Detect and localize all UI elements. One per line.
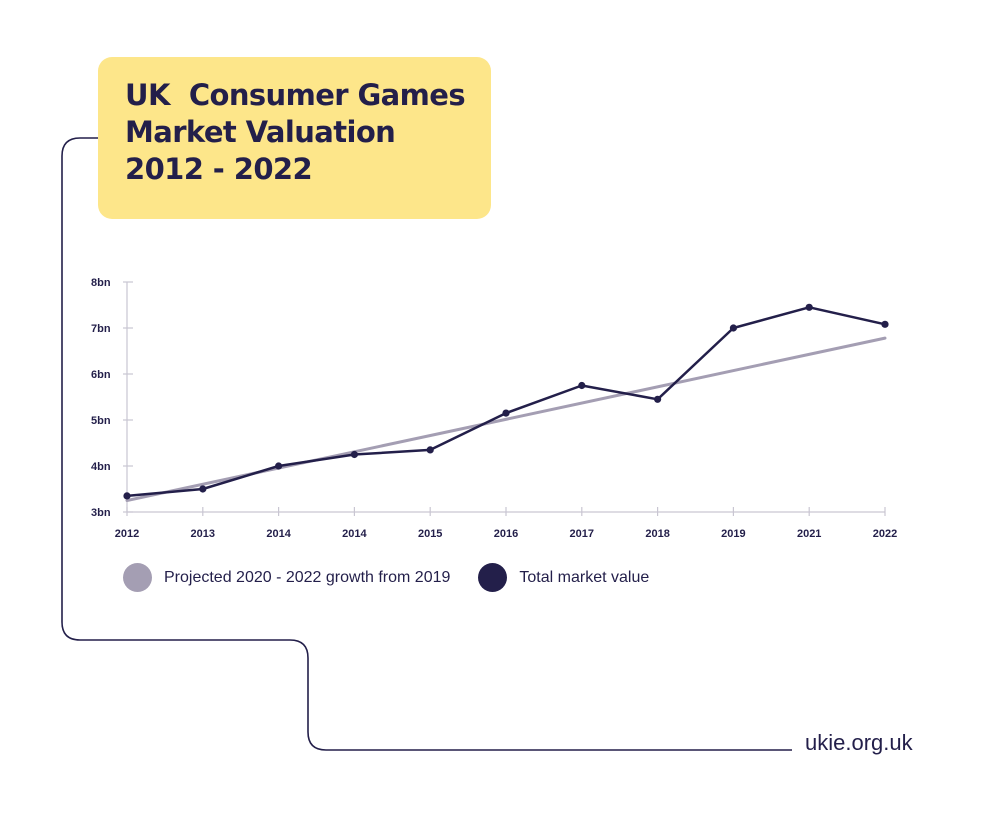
x-tick-label: 2013 (191, 528, 215, 540)
legend-swatch-projected (123, 563, 152, 592)
x-tick-label: 2017 (570, 528, 594, 540)
x-tick-label: 2014 (266, 528, 291, 540)
x-tick-label: 2012 (115, 528, 139, 540)
page-title-line-2: Market Valuation (125, 115, 396, 149)
x-tick-label: 2015 (418, 528, 442, 540)
x-tick-label: 2019 (721, 528, 745, 540)
data-point (426, 446, 434, 454)
data-point (350, 450, 358, 459)
y-tick-label: 3bn (91, 507, 111, 519)
legend-item-projected: Projected 2020 - 2022 growth from 2019 (123, 563, 450, 592)
data-point (881, 320, 889, 328)
data-point (729, 324, 738, 332)
y-tick-label: 6bn (91, 369, 111, 381)
x-tick-label: 2018 (645, 528, 669, 540)
chart-legend: Projected 2020 - 2022 growth from 2019 T… (123, 563, 677, 592)
projection-series-line (125, 336, 887, 502)
title-box: UK Consumer Games Market Valuation 2012 … (98, 57, 491, 219)
legend-swatch-total (478, 563, 508, 592)
data-point (275, 462, 283, 470)
data-point (578, 381, 586, 390)
page-title-line-3: 2012 - 2022 (125, 152, 313, 186)
data-point (199, 485, 207, 493)
legend-item-total: Total market value (478, 563, 649, 592)
y-tick-label: 8bn (91, 277, 111, 289)
data-point (805, 303, 813, 311)
page-title-line-1: UK Consumer Games (125, 78, 466, 112)
y-tick-label: 7bn (91, 323, 111, 335)
x-tick-label: 2016 (494, 528, 518, 540)
x-tick-label: 2014 (342, 528, 367, 540)
footer-url-link[interactable]: ukie.org.uk (805, 730, 913, 755)
legend-label-total: Total market value (519, 568, 650, 586)
total-market-value-line (126, 306, 886, 498)
y-tick-label: 5bn (91, 415, 111, 427)
x-tick-label: 2022 (873, 528, 897, 540)
data-point (123, 492, 131, 500)
legend-label-projected: Projected 2020 - 2022 growth from 2019 (164, 568, 451, 586)
data-point (654, 395, 662, 403)
data-point (502, 409, 510, 417)
y-tick-label: 4bn (91, 461, 111, 473)
x-tick-label: 2021 (797, 528, 821, 540)
